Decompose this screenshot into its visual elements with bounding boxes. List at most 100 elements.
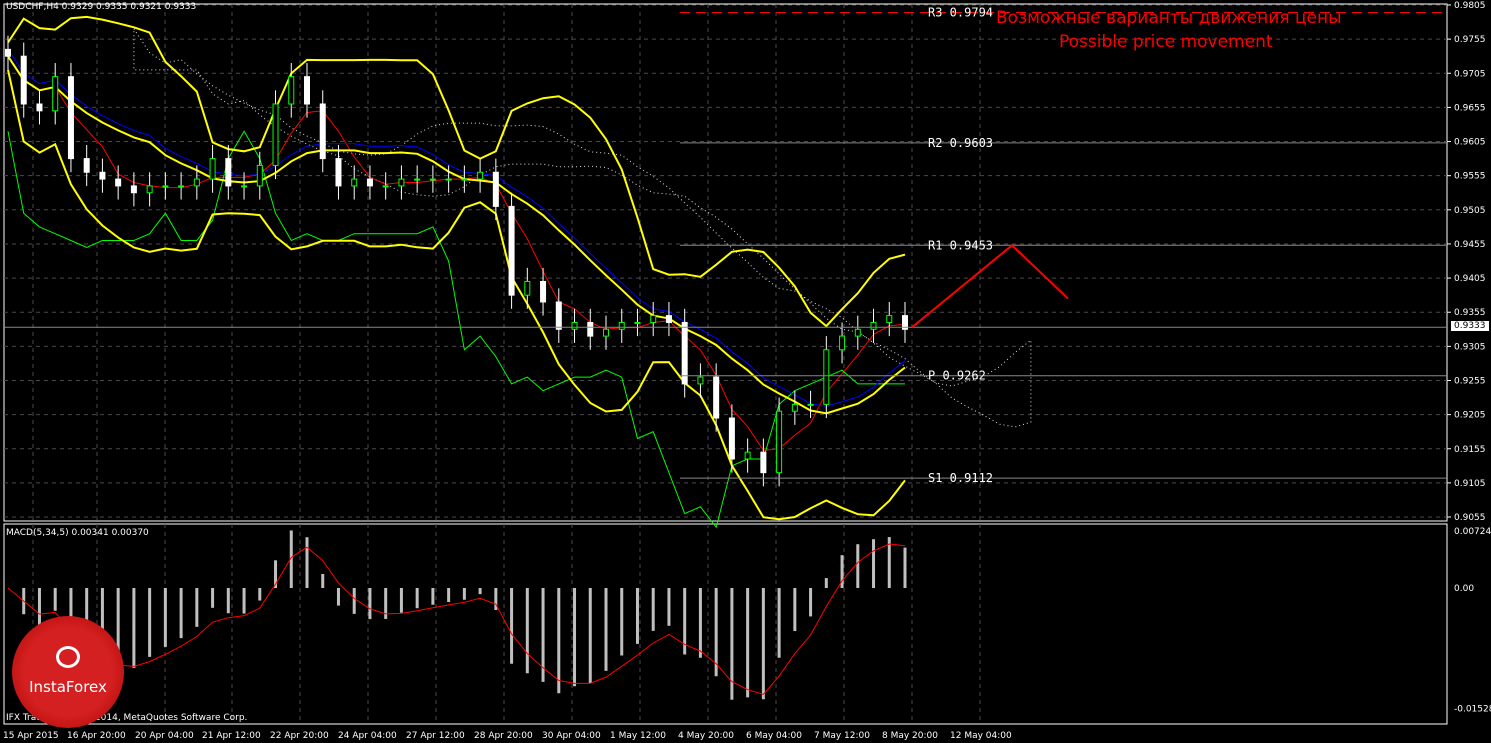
candle-body xyxy=(839,335,846,351)
pivot-label-S1: S1 0.9112 xyxy=(928,471,993,485)
candle-body xyxy=(665,315,672,323)
x-tick-label: 20 Apr 04:00 xyxy=(135,731,194,741)
macd-signal-line xyxy=(7,543,906,695)
chikou-line xyxy=(7,130,905,529)
bollinger-middle xyxy=(7,55,906,415)
y-tick-label: 0.9455 xyxy=(1454,240,1486,250)
x-tick-label: 15 Apr 2015 xyxy=(3,731,59,741)
candle-body xyxy=(650,315,657,323)
candle-body xyxy=(728,417,735,460)
x-tick-label: 4 May 20:00 xyxy=(678,731,734,741)
candle-body xyxy=(791,403,798,412)
candle-body xyxy=(634,321,641,324)
kijun-line xyxy=(7,49,906,407)
x-tick-label: 12 May 04:00 xyxy=(950,731,1012,741)
candle-body xyxy=(429,178,436,181)
bollinger-lower xyxy=(7,69,906,521)
candle-body xyxy=(130,185,137,194)
y-tick-label: 0.9805 xyxy=(1454,1,1486,11)
y-tick-label: 0.9055 xyxy=(1454,513,1486,523)
candle-body xyxy=(414,178,421,181)
candle-body xyxy=(477,171,484,180)
y-tick-label: 0.9305 xyxy=(1454,342,1486,352)
forecast-path xyxy=(911,243,1069,329)
x-tick-label: 30 Apr 04:00 xyxy=(542,731,601,741)
candle-body xyxy=(886,315,893,323)
candle-body xyxy=(178,185,185,188)
candle-body xyxy=(99,171,106,180)
bollinger-upper xyxy=(7,15,906,328)
x-tick-label: 27 Apr 12:00 xyxy=(406,731,465,741)
x-tick-label: 8 May 20:00 xyxy=(882,731,938,741)
candle-body xyxy=(870,321,877,330)
candle-body xyxy=(681,321,688,385)
candle-body xyxy=(209,158,216,180)
y-tick-label: 0.9505 xyxy=(1454,206,1486,216)
candle-body xyxy=(241,185,248,188)
candle-body xyxy=(162,185,169,188)
annotation-ru: Возможные варианты движения цены xyxy=(996,8,1342,28)
candle-body xyxy=(335,158,342,187)
ichimoku-cloud xyxy=(133,27,1032,428)
candle-body xyxy=(697,376,704,385)
candle-body xyxy=(272,103,279,166)
candle-body xyxy=(67,76,74,160)
pivot-label-R2: R2 0.9603 xyxy=(928,136,993,150)
candle-body xyxy=(398,178,405,187)
annotation-en: Possible price movement xyxy=(1059,32,1273,52)
candle-body xyxy=(587,321,594,337)
tenkan-line xyxy=(7,55,906,452)
candle-body xyxy=(760,451,767,474)
y-tick-label: 0.9705 xyxy=(1454,69,1486,79)
candle-body xyxy=(382,185,389,188)
candle-body xyxy=(193,178,200,187)
y-tick-label: 0.9205 xyxy=(1454,411,1486,421)
candle-body xyxy=(492,171,499,207)
macd-tick-label: 0.00724 xyxy=(1454,527,1491,537)
y-tick-label: 0.9155 xyxy=(1454,445,1486,455)
macd-label: MACD(5,34,5) 0.00341 0.00370 xyxy=(6,528,149,538)
candle-body xyxy=(115,178,122,187)
price-panel-frame xyxy=(3,3,1448,522)
candle-body xyxy=(319,103,326,160)
pivot-label-R1: R1 0.9453 xyxy=(928,238,993,252)
candle-body xyxy=(618,321,625,330)
x-tick-label: 6 May 04:00 xyxy=(746,731,802,741)
current-price-label: 0.9333 xyxy=(1451,321,1489,331)
y-tick-label: 0.9255 xyxy=(1454,376,1486,386)
y-tick-label: 0.9655 xyxy=(1454,103,1486,113)
candle-body xyxy=(256,164,263,187)
x-tick-label: 28 Apr 20:00 xyxy=(474,731,533,741)
logo-text: InstaForex xyxy=(29,678,107,696)
y-tick-label: 0.9105 xyxy=(1454,479,1486,489)
x-tick-label: 7 May 12:00 xyxy=(814,731,870,741)
candle-body xyxy=(524,280,531,296)
candle-body xyxy=(304,76,310,105)
candle-body xyxy=(571,321,578,330)
y-tick-label: 0.9405 xyxy=(1454,274,1486,284)
candle-body xyxy=(854,328,861,337)
candle-body xyxy=(20,55,27,105)
candle-body xyxy=(555,301,562,330)
x-tick-label: 24 Apr 04:00 xyxy=(338,731,397,741)
candle-body xyxy=(52,76,59,112)
pivot-label-R3: R3 0.9794 xyxy=(928,6,993,20)
candle-body xyxy=(366,178,373,187)
candle-body xyxy=(776,410,783,474)
y-tick-label: 0.9605 xyxy=(1454,138,1486,148)
x-tick-label: 21 Apr 12:00 xyxy=(202,731,261,741)
chart-title: USDCHF,H4 0.9329 0.9335 0.9321 0.9333 xyxy=(6,2,197,12)
candle-body xyxy=(288,76,295,105)
candle-body xyxy=(146,185,153,194)
candle-body xyxy=(902,315,908,330)
y-tick-label: 0.9555 xyxy=(1454,172,1486,182)
candle-body xyxy=(713,376,720,419)
candle-body xyxy=(744,451,751,460)
candle-body xyxy=(351,178,358,187)
candle-body xyxy=(5,48,11,57)
y-tick-label: 0.9755 xyxy=(1454,35,1486,45)
candle-body xyxy=(445,178,452,181)
pivot-label-P: P 0.9262 xyxy=(928,369,986,383)
logo-icon xyxy=(56,646,80,668)
